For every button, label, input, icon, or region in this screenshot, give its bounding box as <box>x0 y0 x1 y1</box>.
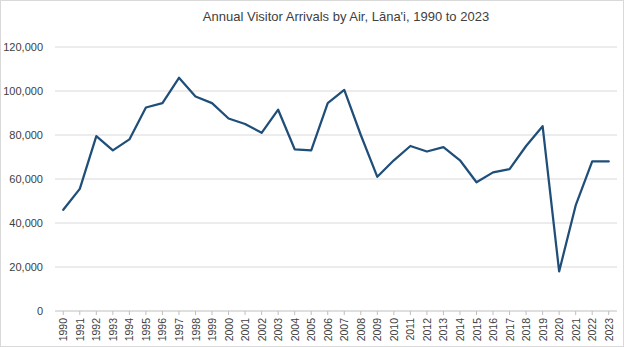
x-tick-label: 2002 <box>256 318 268 342</box>
x-tick-label: 1999 <box>206 318 218 342</box>
x-tick-label: 2013 <box>437 318 449 342</box>
x-tick <box>393 311 394 315</box>
x-tick-label: 2003 <box>272 318 284 342</box>
x-tick-label: 2000 <box>223 318 235 342</box>
x-tick <box>294 311 295 315</box>
x-tick <box>410 311 411 315</box>
x-tick-label: 2019 <box>537 318 549 342</box>
x-tick <box>575 311 576 315</box>
x-tick-label: 1997 <box>173 318 185 342</box>
x-tick <box>145 311 146 315</box>
x-tick <box>327 311 328 315</box>
chart-container: Annual Visitor Arrivals by Air, Lāna'i, … <box>0 0 624 347</box>
plot-area <box>63 78 608 272</box>
y-tick-label: 100,000 <box>3 85 43 97</box>
grid-line <box>55 91 617 92</box>
x-tick <box>360 311 361 315</box>
chart-svg: Annual Visitor Arrivals by Air, Lāna'i, … <box>0 0 624 347</box>
x-tick <box>344 311 345 315</box>
x-tick-label: 2007 <box>338 318 350 342</box>
x-tick-label: 2011 <box>404 318 416 341</box>
x-tick <box>311 311 312 315</box>
y-tick-label: 0 <box>37 305 43 317</box>
x-tick-label: 2023 <box>603 318 615 342</box>
x-tick <box>526 311 527 315</box>
x-tick-label: 2021 <box>570 318 582 342</box>
x-tick <box>377 311 378 315</box>
y-tick-label: 80,000 <box>9 129 43 141</box>
x-tick-label: 1992 <box>90 318 102 342</box>
x-tick-label: 2015 <box>471 318 483 342</box>
x-tick <box>559 311 560 315</box>
x-tick <box>228 311 229 315</box>
x-tick-label: 2009 <box>371 318 383 342</box>
x-tick <box>162 311 163 315</box>
x-tick-label: 1990 <box>57 318 69 342</box>
x-tick-label: 1995 <box>140 318 152 342</box>
x-tick <box>245 311 246 315</box>
x-axis-line <box>55 311 617 312</box>
x-tick <box>129 311 130 315</box>
x-tick <box>493 311 494 315</box>
x-tick <box>96 311 97 315</box>
x-tick <box>426 311 427 315</box>
x-tick-label: 2020 <box>553 318 565 342</box>
data-line <box>63 78 608 272</box>
x-tick <box>459 311 460 315</box>
grid-line <box>55 135 617 136</box>
x-tick-label: 2014 <box>454 318 466 342</box>
x-tick <box>542 311 543 315</box>
x-tick <box>79 311 80 315</box>
chart-border <box>1 1 624 347</box>
grid-line <box>55 47 617 48</box>
x-tick <box>178 311 179 315</box>
x-tick <box>112 311 113 315</box>
y-tick-label: 120,000 <box>3 41 43 53</box>
y-tick-label: 40,000 <box>9 217 43 229</box>
x-tick-label: 2005 <box>305 318 317 342</box>
x-tick-label: 1994 <box>123 318 135 342</box>
x-tick-label: 2018 <box>520 318 532 342</box>
x-tick-label: 2022 <box>586 318 598 342</box>
x-tick <box>608 311 609 315</box>
grid-line <box>55 223 617 224</box>
grid-line <box>55 267 617 268</box>
x-tick-label: 2012 <box>421 318 433 342</box>
x-tick-label: 1993 <box>107 318 119 342</box>
x-tick <box>592 311 593 315</box>
x-tick-label: 2001 <box>239 318 251 342</box>
x-tick-label: 2006 <box>322 318 334 342</box>
x-tick <box>443 311 444 315</box>
x-tick-label: 2008 <box>355 318 367 342</box>
x-tick-label: 2017 <box>504 318 516 342</box>
x-tick-label: 1996 <box>156 318 168 342</box>
chart-title: Annual Visitor Arrivals by Air, Lāna'i, … <box>203 9 489 24</box>
y-tick-label: 20,000 <box>9 261 43 273</box>
x-tick-label: 1991 <box>74 318 86 342</box>
x-tick <box>509 311 510 315</box>
y-tick-label: 60,000 <box>9 173 43 185</box>
grid-line <box>55 179 617 180</box>
x-tick <box>63 311 64 315</box>
x-tick-label: 1998 <box>190 318 202 342</box>
x-tick <box>212 311 213 315</box>
x-tick <box>195 311 196 315</box>
x-tick <box>278 311 279 315</box>
x-tick <box>476 311 477 315</box>
x-tick <box>261 311 262 315</box>
x-tick-label: 2004 <box>289 318 301 342</box>
x-tick-label: 2016 <box>487 318 499 342</box>
x-tick-label: 2010 <box>388 318 400 342</box>
